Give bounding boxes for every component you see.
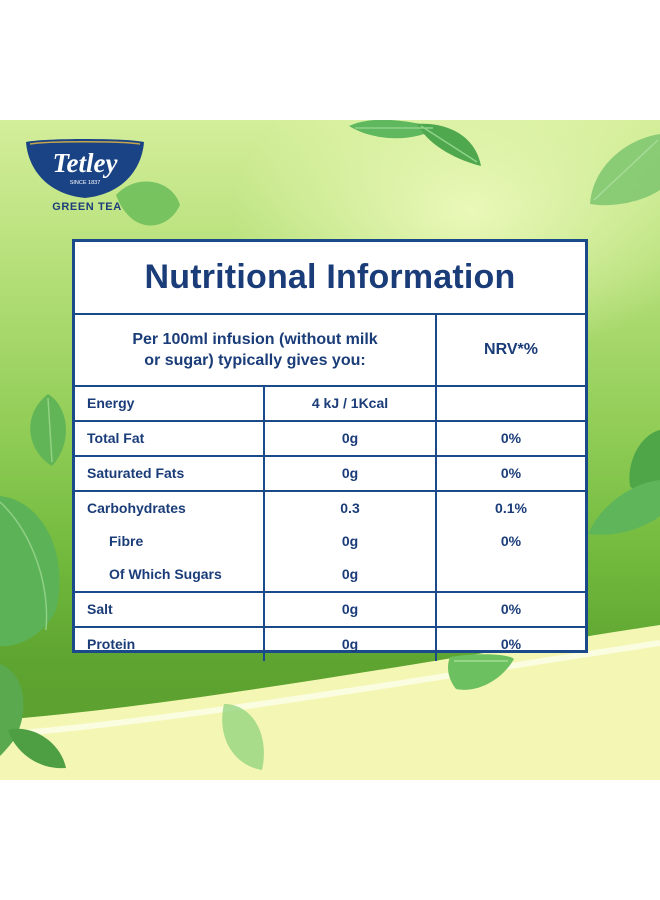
nutrient-nrv: 0%: [500, 601, 522, 617]
table-header: Per 100ml infusion (without milk or suga…: [75, 315, 585, 387]
nrv-cell: 0%: [437, 422, 585, 455]
table-row: Total Fat 0g 0%: [75, 422, 585, 457]
tetley-logo: Tetley SINCE 1837 GREEN TEA: [24, 138, 146, 218]
nutrient-sublabel: Of Which Sugars: [109, 566, 222, 582]
nrv-cell: 0%: [437, 628, 585, 661]
nutrient-nrv: [437, 387, 585, 420]
brand-subtitle: GREEN TEA: [52, 201, 122, 213]
value-cell: 0.3 0g 0g: [265, 492, 437, 591]
nutrient-value: 0g: [341, 533, 359, 549]
nutrient-label: Salt: [87, 601, 113, 617]
nutrient-label: Total Fat: [87, 430, 145, 446]
nrv-cell: 0.1% 0%: [437, 492, 585, 591]
nutrient-value: 0g: [341, 465, 359, 481]
nutrient-sublabel: Fibre: [109, 533, 144, 549]
value-cell: 4 kJ / 1Kcal: [265, 387, 437, 420]
header-nrv: NRV*%: [484, 341, 538, 358]
nutrient-label: Protein: [87, 636, 136, 652]
mint-leaf-top-center: [349, 120, 481, 166]
mint-leaf-left-middle: [30, 394, 66, 466]
nutrition-table: Nutritional Information Per 100ml infusi…: [72, 239, 588, 661]
value-cell: 0g: [265, 628, 437, 661]
nutrient-value: 0g: [341, 636, 359, 652]
table-row: Saturated Fats 0g 0%: [75, 457, 585, 492]
logo-badge: Tetley SINCE 1837: [26, 139, 144, 198]
nutrient-label: Carbohydrates: [87, 500, 186, 516]
nutrient-nrv: 0.1%: [495, 500, 527, 516]
mint-leaf-right-edge: [588, 430, 660, 535]
table-row: Protein 0g 0%: [75, 628, 585, 661]
nutrient-nrv: 0%: [500, 636, 522, 652]
mint-leaf-under-card: [448, 654, 514, 690]
logo-tagline: SINCE 1837: [70, 180, 101, 186]
nrv-cell: 0%: [437, 593, 585, 626]
value-cell: 0g: [265, 457, 437, 490]
nutrient-nrv: 0%: [500, 465, 522, 481]
nutrient-value: 0.3: [340, 500, 360, 516]
header-line-2: or sugar) typically gives you:: [144, 352, 366, 369]
nutrient-nrv: [437, 558, 585, 591]
value-cell: 0g: [265, 593, 437, 626]
nutrient-value: 4 kJ / 1Kcal: [311, 395, 389, 411]
nutrient-nrv: 0%: [500, 430, 522, 446]
nutrient-cell: Protein: [75, 628, 265, 661]
nutrient-cell: Saturated Fats: [75, 457, 265, 490]
table-row: Energy 4 kJ / 1Kcal: [75, 387, 585, 422]
mint-leaf-top-right: [590, 134, 660, 206]
nutrient-cell: Carbohydrates Fibre Of Which Sugars: [75, 492, 265, 591]
logo-wordmark: Tetley: [53, 148, 119, 178]
header-per-100ml: Per 100ml infusion (without milk or suga…: [75, 315, 437, 385]
mint-leaf-bottom-left: [0, 664, 66, 769]
table-title: Nutritional Information: [75, 242, 585, 315]
mint-leaf-behind-logo: [116, 181, 180, 226]
header-line-1: Per 100ml infusion (without milk: [132, 331, 378, 348]
table-row-carbohydrates: Carbohydrates Fibre Of Which Sugars 0.3 …: [75, 492, 585, 593]
mint-leaf-left-large: [0, 496, 60, 647]
nrv-cell: [437, 387, 585, 420]
nutrient-cell: Total Fat: [75, 422, 265, 455]
nutrient-label: Saturated Fats: [87, 465, 185, 481]
nutrient-nrv: 0%: [500, 533, 522, 549]
nrv-cell: 0%: [437, 457, 585, 490]
nutrient-cell: Energy: [75, 387, 265, 420]
nutrient-value: 0g: [341, 566, 359, 582]
nutrient-value: 0g: [341, 430, 359, 446]
nutrient-value: 0g: [341, 601, 359, 617]
mint-leaf-bottom-center: [222, 704, 264, 770]
nutrient-label: Energy: [87, 395, 135, 411]
nutrient-cell: Salt: [75, 593, 265, 626]
table-row: Salt 0g 0%: [75, 593, 585, 628]
value-cell: 0g: [265, 422, 437, 455]
